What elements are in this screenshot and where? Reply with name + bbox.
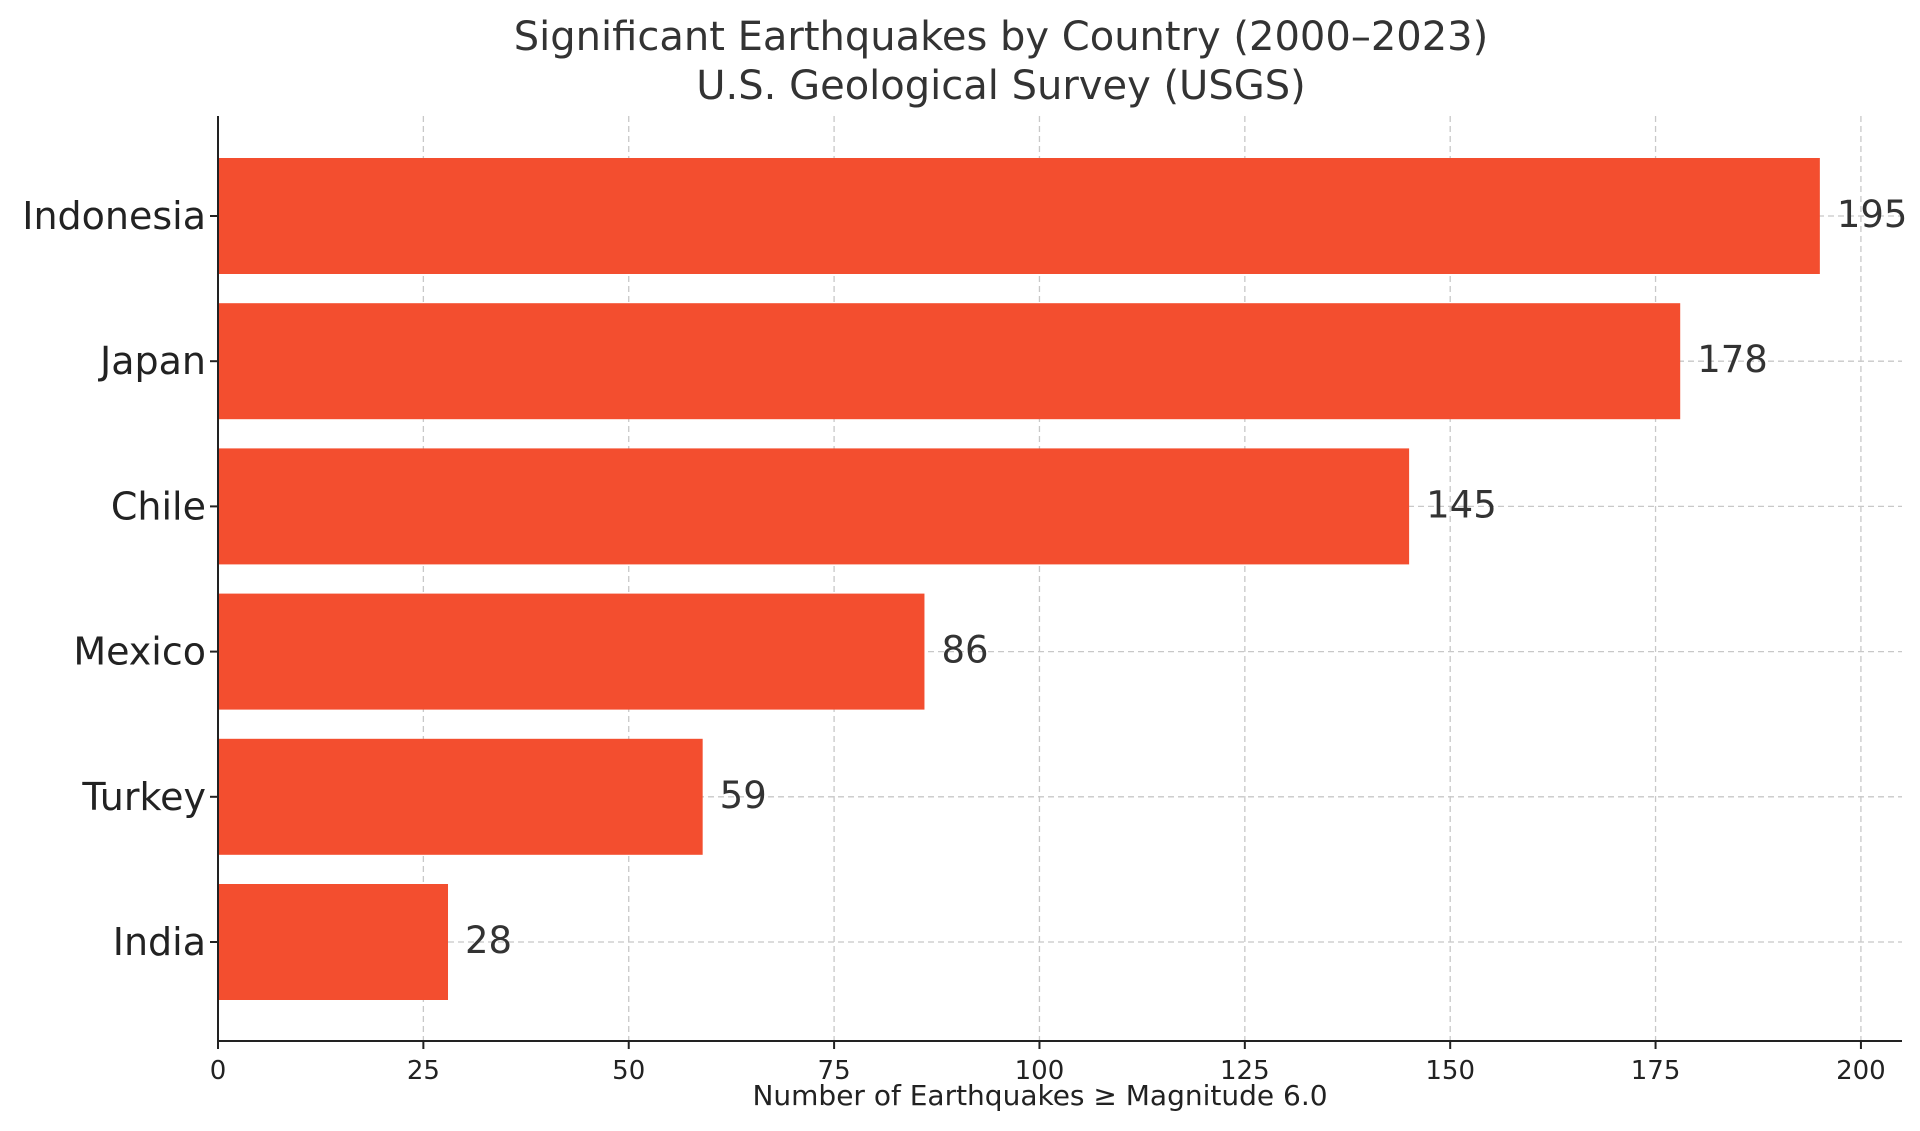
x-tick-label: 200 [1836, 1056, 1886, 1086]
x-tick-label: 100 [1015, 1056, 1065, 1086]
x-tick-label: 125 [1220, 1056, 1270, 1086]
category-label-mexico: Mexico [73, 630, 206, 674]
category-labels: Indonesia Japan Chile Mexico Turkey India [22, 194, 218, 964]
category-label-japan: Japan [98, 339, 206, 383]
bars [218, 158, 1820, 1000]
bar-japan [218, 303, 1681, 420]
bar-turkey [218, 738, 703, 855]
x-axis-ticks: 0 25 50 75 100 125 150 175 200 [210, 1041, 1886, 1086]
value-label-indonesia: 195 [1837, 193, 1908, 236]
x-tick-label: 50 [612, 1056, 645, 1086]
x-tick-label: 175 [1631, 1056, 1681, 1086]
chart-subtitle: U.S. Geological Survey (USGS) [696, 63, 1305, 109]
value-labels: 195 178 145 86 59 28 [465, 193, 1907, 962]
value-label-japan: 178 [1697, 338, 1768, 381]
bar-mexico [218, 593, 925, 710]
x-tick-label: 25 [407, 1056, 440, 1086]
bar-chile [218, 448, 1410, 565]
x-tick-label: 0 [210, 1056, 227, 1086]
x-tick-label: 150 [1425, 1056, 1475, 1086]
category-label-indonesia: Indonesia [22, 194, 206, 238]
chart-title: Significant Earthquakes by Country (2000… [514, 14, 1488, 60]
value-label-mexico: 86 [941, 629, 988, 672]
category-label-chile: Chile [111, 484, 206, 528]
x-tick-label: 75 [818, 1056, 851, 1086]
bar-india [218, 884, 449, 1000]
axes [217, 116, 1902, 1042]
value-label-india: 28 [465, 919, 512, 962]
category-label-india: India [113, 920, 206, 964]
value-label-turkey: 59 [720, 774, 767, 817]
bar-indonesia [218, 158, 1820, 274]
category-label-turkey: Turkey [81, 775, 206, 819]
value-label-chile: 145 [1426, 483, 1497, 526]
x-axis-title: Number of Earthquakes ≥ Magnitude 6.0 [752, 1079, 1327, 1112]
